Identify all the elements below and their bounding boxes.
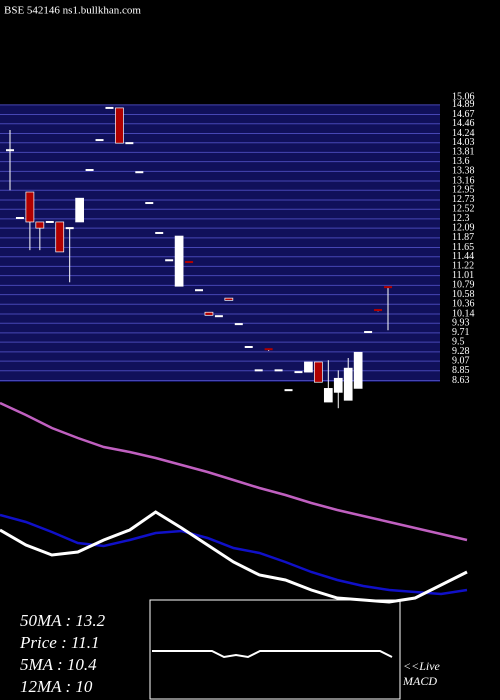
y-tick-label: 14.67: [452, 109, 475, 120]
y-tick-label: 11.44: [452, 251, 474, 262]
y-tick-label: 13.81: [452, 147, 475, 158]
candle-body: [174, 235, 184, 287]
y-tick-label: 12.95: [452, 185, 475, 196]
y-tick-label: 9.07: [452, 355, 470, 366]
y-tick-label: 11.22: [452, 261, 474, 272]
ma-line: [0, 513, 468, 596]
y-tick-label: 14.89: [452, 99, 475, 110]
y-tick-label: 10.58: [452, 289, 475, 300]
macd-line: [152, 650, 393, 659]
y-tick-label: 8.63: [452, 375, 470, 386]
macd-box: [149, 599, 401, 700]
y-tick-label: 12.73: [452, 194, 475, 205]
y-tick-label: 12.3: [452, 213, 470, 224]
y-tick-label: 9.28: [452, 346, 470, 357]
candle-body: [204, 311, 214, 316]
y-tick-label: 10.79: [452, 280, 475, 291]
candle-body: [115, 107, 124, 144]
y-tick-label: 10.14: [452, 308, 475, 319]
y-tick-label: 8.85: [452, 365, 470, 376]
candle-body: [55, 221, 65, 253]
y-tick-label: 12.52: [452, 203, 475, 214]
y-tick-label: 13.6: [452, 156, 470, 167]
legend-entry: 12MA : 10: [20, 677, 93, 696]
candle-body: [224, 297, 234, 301]
candle-body: [333, 377, 343, 393]
y-tick-label: 9.5: [452, 336, 465, 347]
macd-note: MACD: [402, 674, 437, 688]
y-tick-label: 9.93: [452, 318, 470, 329]
y-tick-label: 13.38: [452, 166, 475, 177]
candle-body: [343, 367, 353, 401]
y-tick-label: 11.01: [452, 270, 474, 281]
y-tick-label: 11.87: [452, 232, 474, 243]
y-tick-label: 14.03: [452, 137, 475, 148]
ma-line: [0, 510, 468, 604]
candle-body: [314, 361, 323, 383]
legend-entry: Price : 11.1: [19, 633, 99, 652]
candle-body: [304, 361, 313, 373]
y-tick-label: 13.16: [452, 175, 475, 186]
y-tick-label: 9.71: [452, 327, 470, 338]
candle-body: [35, 221, 45, 229]
candle-body: [353, 351, 363, 389]
legend-entry: 5MA : 10.4: [20, 655, 97, 674]
candle-body: [75, 197, 84, 223]
y-tick-label: 15.06: [452, 92, 475, 103]
chart-title: BSE 542146 ns1.bullkhan.com: [4, 5, 141, 17]
ma-line: [0, 401, 468, 542]
price-band: [0, 105, 440, 382]
candle-body: [323, 388, 333, 403]
y-tick-label: 14.24: [452, 128, 475, 139]
macd-note: <<Live: [403, 659, 441, 673]
candle-body: [25, 191, 35, 223]
y-tick-label: 12.09: [452, 222, 475, 233]
y-tick-label: 11.65: [452, 242, 474, 253]
legend-entry: 50MA : 13.2: [20, 611, 106, 630]
y-tick-label: 10.36: [452, 299, 475, 310]
y-tick-label: 14.46: [452, 118, 475, 129]
